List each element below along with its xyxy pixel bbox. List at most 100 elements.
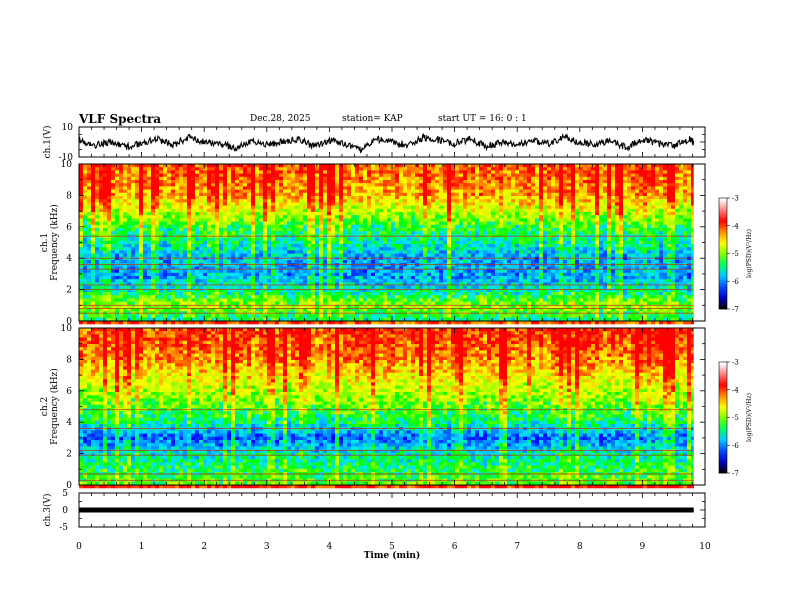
psd-cell bbox=[467, 199, 472, 203]
psd-cell bbox=[167, 186, 172, 190]
psd-cell bbox=[295, 218, 300, 222]
psd-cell bbox=[635, 205, 640, 210]
psd-cell bbox=[131, 215, 136, 219]
psd-cell bbox=[555, 170, 560, 174]
psd-cell bbox=[159, 199, 164, 203]
psd-cell bbox=[175, 199, 180, 203]
psd-cell bbox=[123, 253, 128, 258]
psd-cell bbox=[415, 228, 420, 232]
psd-cell bbox=[371, 250, 376, 254]
psd-cell bbox=[423, 228, 428, 232]
psd-cell bbox=[211, 192, 216, 197]
psd-cell bbox=[271, 176, 276, 181]
psd-cell bbox=[367, 173, 372, 178]
psd-cell bbox=[527, 173, 532, 178]
psd-cell bbox=[551, 196, 556, 200]
psd-cell bbox=[351, 250, 356, 254]
psd-cell bbox=[495, 202, 500, 206]
psd-cell bbox=[215, 224, 220, 229]
psd-cell bbox=[615, 196, 620, 200]
psd-cell bbox=[631, 180, 636, 184]
psd-cell bbox=[547, 199, 552, 203]
psd-cell bbox=[515, 244, 520, 248]
psd-cell bbox=[255, 253, 260, 258]
psd-cell bbox=[511, 260, 516, 264]
psd-cell bbox=[307, 240, 312, 245]
psd-cell bbox=[523, 250, 528, 254]
psd-cell bbox=[303, 231, 308, 235]
psd-cell bbox=[687, 196, 692, 200]
psd-cell bbox=[551, 208, 556, 213]
psd-cell bbox=[631, 189, 636, 194]
psd-cell bbox=[639, 164, 644, 168]
psd-cell bbox=[503, 164, 508, 168]
psd-cell bbox=[143, 189, 148, 194]
psd-cell bbox=[199, 183, 204, 187]
psd-cell bbox=[459, 247, 464, 251]
psd-cell bbox=[627, 231, 632, 235]
psd-cell bbox=[343, 202, 348, 206]
psd-cell bbox=[591, 186, 596, 190]
psd-cell bbox=[507, 253, 512, 258]
psd-cell bbox=[491, 237, 496, 242]
psd-cell bbox=[375, 263, 380, 267]
psd-cell bbox=[403, 173, 408, 178]
psd-cell bbox=[383, 228, 388, 232]
psd-cell bbox=[375, 180, 380, 184]
psd-cell bbox=[411, 237, 416, 242]
psd-cell bbox=[107, 202, 112, 206]
psd-cell bbox=[487, 199, 492, 203]
psd-cell bbox=[215, 176, 220, 181]
psd-cell bbox=[463, 212, 468, 216]
psd-cell bbox=[511, 192, 516, 197]
psd-cell bbox=[527, 199, 532, 203]
psd-cell bbox=[351, 218, 356, 222]
psd-cell bbox=[279, 212, 284, 216]
psd-cell bbox=[371, 228, 376, 232]
psd-cell bbox=[219, 218, 224, 222]
psd-cell bbox=[607, 240, 612, 245]
psd-cell bbox=[327, 208, 332, 213]
psd-cell bbox=[643, 208, 648, 213]
psd-cell bbox=[483, 205, 488, 210]
psd-cell bbox=[127, 221, 132, 226]
psd-cell bbox=[379, 186, 384, 190]
psd-cell bbox=[119, 208, 124, 213]
psd-cell bbox=[283, 250, 288, 254]
psd-cell bbox=[391, 247, 396, 251]
psd-cell bbox=[495, 208, 500, 213]
psd-cell bbox=[219, 164, 224, 168]
psd-cell bbox=[415, 199, 420, 203]
psd-cell bbox=[327, 196, 332, 200]
psd-cell bbox=[171, 208, 176, 213]
psd-cell bbox=[595, 250, 600, 254]
psd-cell bbox=[199, 253, 204, 258]
psd-cell bbox=[579, 224, 584, 229]
psd-cell bbox=[687, 202, 692, 206]
psd-cell bbox=[171, 218, 176, 222]
psd-cell bbox=[315, 240, 320, 245]
psd-cell bbox=[667, 218, 672, 222]
psd-cell bbox=[411, 240, 416, 245]
psd-cell bbox=[647, 260, 652, 264]
psd-cell bbox=[415, 183, 420, 187]
psd-cell bbox=[639, 202, 644, 206]
psd-cell bbox=[563, 221, 568, 226]
psd-cell bbox=[215, 253, 220, 258]
psd-cell bbox=[667, 189, 672, 194]
psd-cell bbox=[339, 237, 344, 242]
psd-cell bbox=[107, 180, 112, 184]
psd-cell bbox=[315, 176, 320, 181]
psd-cell bbox=[395, 212, 400, 216]
psd-cell bbox=[159, 247, 164, 251]
psd-cell bbox=[127, 196, 132, 200]
psd-cell bbox=[315, 231, 320, 235]
psd-cell bbox=[79, 260, 84, 264]
psd-cell bbox=[355, 231, 360, 235]
psd-cell bbox=[663, 221, 668, 226]
psd-cell bbox=[215, 183, 220, 187]
psd-cell bbox=[615, 180, 620, 184]
psd-cell bbox=[311, 263, 316, 267]
psd-cell bbox=[567, 237, 572, 242]
psd-cell bbox=[183, 250, 188, 254]
